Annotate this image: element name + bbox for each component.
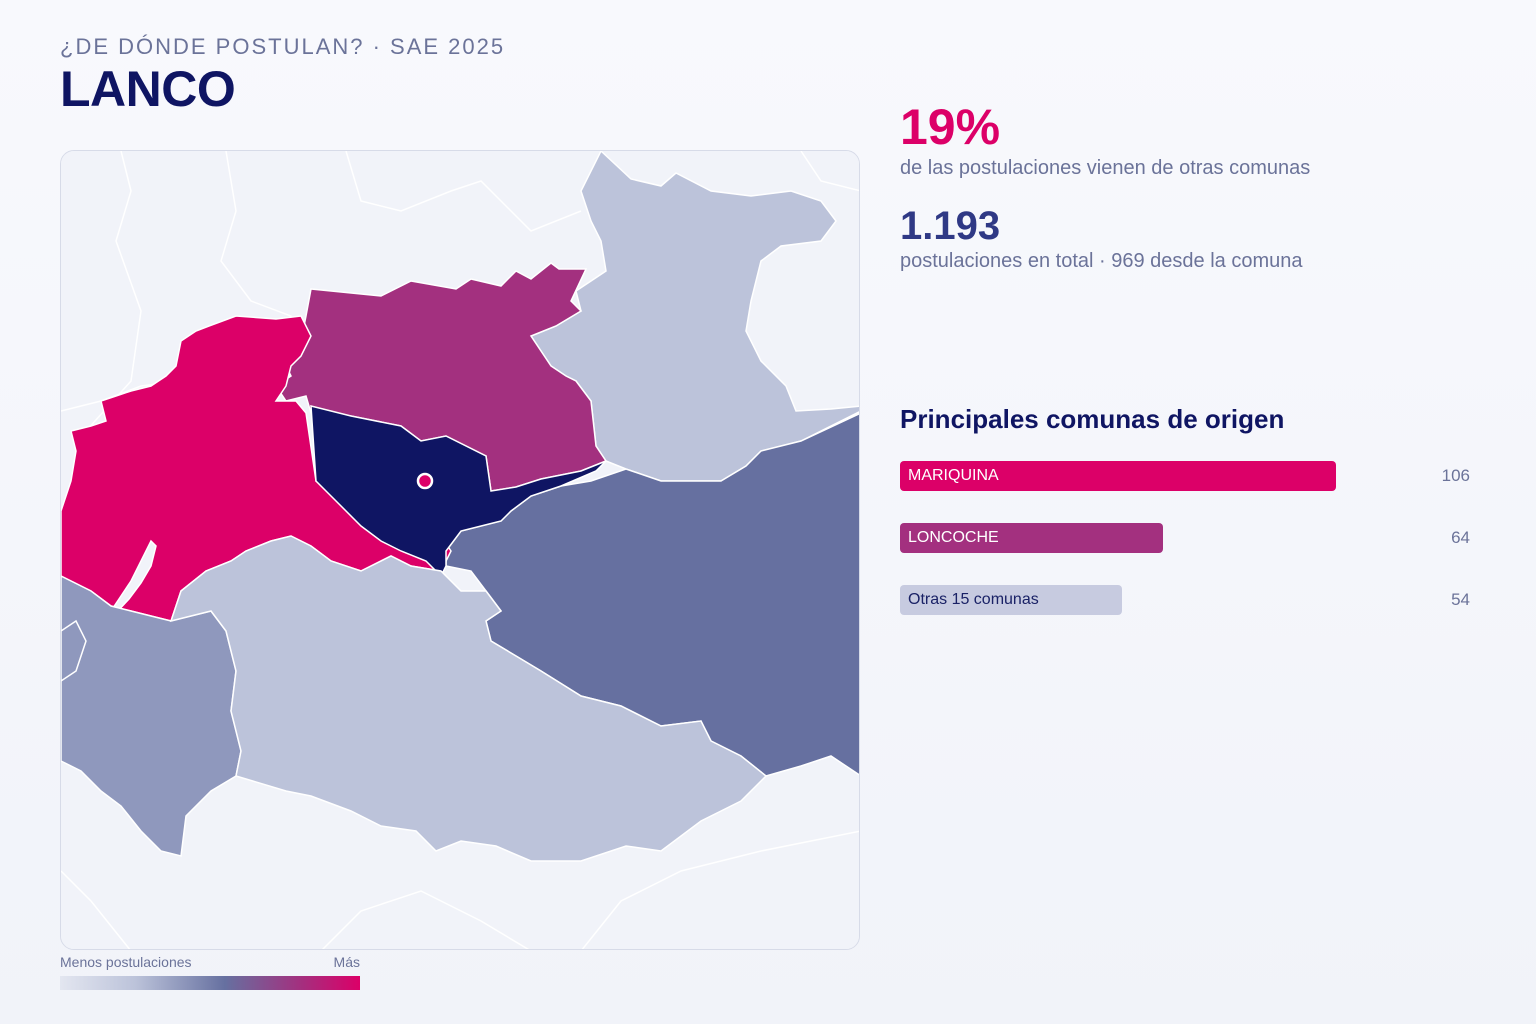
map-panel[interactable] xyxy=(60,150,860,950)
stat-external: 19% de las postulaciones vienen de otras… xyxy=(900,100,1480,180)
origin-row[interactable]: MARIQUINA 106 xyxy=(900,461,1470,491)
choropleth-map[interactable] xyxy=(61,151,860,950)
origin-value: 64 xyxy=(1451,528,1470,547)
header: ¿DE DÓNDE POSTULAN? · SAE 2025 LANCO xyxy=(60,34,505,114)
map-legend: Menos postulaciones Más xyxy=(60,954,360,990)
page-subtitle: ¿DE DÓNDE POSTULAN? · SAE 2025 xyxy=(60,34,506,59)
origin-marker[interactable] xyxy=(416,472,434,490)
origin-row[interactable]: Otras 15 comunas 54 xyxy=(900,585,1470,615)
origins-panel: Principales comunas de origen MARIQUINA 1… xyxy=(900,404,1470,647)
legend-low-label: Menos postulaciones xyxy=(60,954,192,970)
total-description: postulaciones en total · 969 desde la co… xyxy=(900,250,1303,272)
outside-borders xyxy=(61,151,859,949)
legend-gradient-bar xyxy=(60,976,360,990)
origin-row[interactable]: LONCOCHE 64 xyxy=(900,523,1470,553)
legend-high-label: Más xyxy=(333,954,360,970)
region-coast-west[interactable] xyxy=(61,619,87,682)
region-lanco[interactable] xyxy=(310,405,607,578)
origin-bar[interactable]: LONCOCHE xyxy=(900,523,1163,553)
summary-stats: 19% de las postulaciones vienen de otras… xyxy=(900,100,1480,273)
origins-title: Principales comunas de origen xyxy=(900,404,1285,434)
origin-bar[interactable]: Otras 15 comunas xyxy=(900,585,1122,615)
external-percentage: 19% xyxy=(900,99,1001,155)
region-south[interactable] xyxy=(169,535,768,862)
total-applications: 1.193 xyxy=(900,204,1001,248)
origins-bar-list: MARIQUINA 106 LONCOCHE 64 Otras 15 comunas 54 xyxy=(900,461,1470,615)
external-description: de las postulaciones vienen de otras com… xyxy=(900,157,1311,179)
page-title: LANCO xyxy=(60,61,236,117)
legend-labels: Menos postulaciones Más xyxy=(60,954,360,970)
stat-total: 1.193 postulaciones en total · 969 desde… xyxy=(900,204,1480,273)
origin-bar[interactable]: MARIQUINA xyxy=(900,461,1336,491)
origin-value: 106 xyxy=(1441,466,1470,485)
origin-value: 54 xyxy=(1451,590,1470,609)
